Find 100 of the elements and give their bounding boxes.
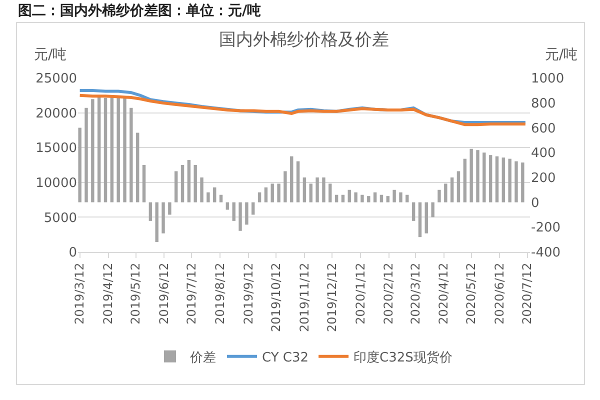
bar: [232, 202, 236, 221]
y2-tick-label: 800: [531, 96, 556, 112]
bar: [399, 192, 402, 202]
bar: [521, 162, 524, 202]
text: 图二：国内外棉纱价差图：单位：元/吨: [18, 2, 262, 20]
x-tick-label: 2019/7/12: [184, 262, 199, 324]
bar: [258, 192, 262, 202]
bar: [508, 158, 512, 202]
bar: [373, 192, 377, 202]
bar: [252, 202, 255, 215]
bar: [334, 194, 338, 202]
bar: [438, 190, 441, 202]
bar: [406, 194, 409, 202]
x-tick-label: 2020/5/12: [464, 262, 478, 324]
bar: [392, 190, 396, 202]
y-tick-label: 0: [68, 246, 77, 261]
y-tick-label: 25000: [36, 72, 77, 87]
bar: [277, 184, 280, 202]
y2-tick-label: 0: [531, 196, 540, 211]
bar: [264, 187, 268, 202]
bar: [130, 108, 133, 202]
bar: [367, 196, 370, 202]
bar: [463, 158, 467, 202]
bar: [316, 177, 319, 202]
bar: [386, 196, 390, 202]
bar: [290, 156, 294, 202]
bar: [116, 96, 120, 202]
legend-label: CY C32: [262, 350, 309, 366]
bar: [194, 165, 197, 202]
bar: [142, 165, 146, 202]
bar: [444, 184, 448, 202]
bar: [78, 128, 82, 202]
bar: [162, 202, 165, 234]
x-tick-label: 2020/7/12: [520, 262, 534, 324]
bar: [309, 184, 312, 202]
bar: [341, 194, 345, 202]
bar: [328, 184, 332, 202]
x-tick-label: 2019/8/12: [213, 262, 228, 324]
legend-label: 价差: [189, 350, 216, 366]
bar: [424, 202, 428, 234]
x-tick-label: 2020/2/12: [382, 262, 396, 324]
y2-tick-label: 1000: [531, 72, 564, 87]
y-tick-label: 20000: [36, 106, 77, 122]
bar: [380, 194, 384, 202]
y2-tick-label: 400: [531, 146, 556, 162]
x-tick-label: 2020/4/12: [436, 262, 451, 324]
bar: [502, 158, 506, 202]
y2-tick-label: -400: [531, 246, 561, 261]
bar: [296, 161, 300, 202]
x-tick-label: 2019/4/12: [101, 262, 116, 324]
bar: [219, 194, 223, 202]
bar: [418, 202, 422, 238]
y2-axis-title: 元/吨: [545, 47, 578, 63]
chart-title: 国内外棉纱价格及价差: [219, 30, 389, 50]
bar: [488, 155, 492, 202]
y2-tick-label: -200: [531, 220, 561, 236]
bar: [84, 108, 88, 202]
bar: [476, 150, 480, 202]
bar: [482, 152, 486, 202]
bar: [245, 202, 248, 225]
x-tick-label: 2019/3/12: [72, 262, 87, 324]
bar: [450, 177, 454, 202]
bar: [187, 160, 191, 202]
bar: [495, 156, 499, 202]
y-tick-label: 5000: [44, 210, 77, 226]
legend-label: 印度C32S现货价: [354, 349, 452, 366]
y-tick-label: 15000: [36, 141, 77, 156]
bar: [168, 202, 172, 215]
bar: [206, 192, 210, 202]
bar: [354, 192, 358, 202]
x-tick-label: 2020/1/12: [353, 262, 368, 324]
y-axis-title: 元/吨: [34, 47, 67, 63]
bar: [514, 161, 518, 202]
bar: [470, 148, 473, 202]
x-tick-label: 2020/6/12: [492, 262, 507, 324]
y2-tick-label: 600: [531, 121, 556, 136]
bar: [97, 96, 101, 202]
bar: [174, 171, 178, 202]
bar: [180, 165, 184, 202]
bar: [360, 194, 364, 202]
x-tick-label: 2019/6/12: [157, 262, 172, 324]
bar: [136, 132, 140, 202]
x-tick-label: 2019/5/12: [128, 262, 143, 324]
y-tick-label: 10000: [36, 176, 77, 191]
x-tick-label: 2019/11/12: [297, 262, 312, 332]
bar: [155, 202, 158, 242]
bar: [200, 177, 204, 202]
bar: [284, 171, 287, 202]
x-tick-label: 2019/10/12: [268, 262, 283, 332]
bar: [213, 187, 216, 202]
bar: [348, 190, 351, 202]
bar: [322, 177, 326, 202]
y2-tick-label: 200: [531, 170, 556, 186]
bar: [302, 177, 306, 202]
bar: [431, 202, 434, 218]
bar: [456, 171, 460, 202]
bar: [412, 202, 416, 221]
bar: [104, 98, 108, 202]
x-tick-label: 2019/12/12: [324, 262, 339, 332]
bar: [270, 184, 274, 202]
